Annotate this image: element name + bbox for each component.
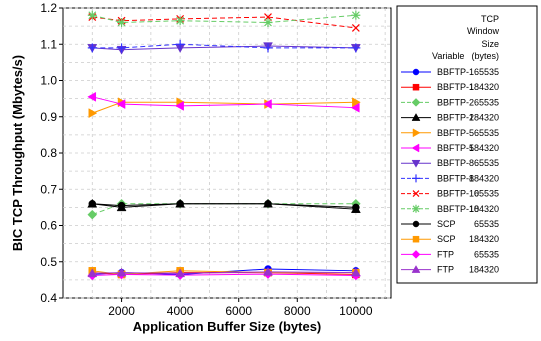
x-tick-label: 2000 [108, 304, 135, 318]
legend-window-label: 65535 [474, 219, 499, 229]
x-tick-label: 4000 [167, 304, 194, 318]
legend-window-label: 184320 [469, 265, 499, 275]
legend-window-label: 65535 [474, 97, 499, 107]
y-tick-label: 0.6 [40, 219, 57, 233]
legend-item: BBFTP-8184320 [401, 173, 499, 183]
y-tick-label: 0.9 [40, 110, 57, 124]
y-axis-label: BIC TCP Throughput (Mbytes/s) [10, 55, 25, 251]
legend-window-label: 184320 [469, 82, 499, 92]
legend-item: FTP 65535 [401, 249, 499, 259]
legend-header-size: Size [481, 39, 499, 49]
legend-window-label: 184320 [469, 173, 499, 183]
data-point-marker [352, 204, 359, 211]
legend-variable-label: FTP [437, 249, 454, 259]
legend-item: BBFTP-2 65535 [401, 97, 499, 107]
y-tick-label: 1.0 [40, 74, 57, 88]
legend-window-label: 184320 [469, 143, 499, 153]
data-point-marker [413, 236, 419, 242]
legend-variable-label: BBFTP-8 [437, 158, 474, 168]
data-point-marker [413, 84, 419, 90]
legend-variable-label: BBFTP-1 [437, 67, 474, 77]
x-tick-label: 6000 [225, 304, 252, 318]
legend-header-window: Window [467, 26, 500, 36]
legend-variable-label: BBFTP-5 [437, 128, 474, 138]
legend-window-label: 184320 [469, 234, 499, 244]
legend-window-label: 65535 [474, 189, 499, 199]
legend-variable-label: BBFTP-2 [437, 97, 474, 107]
legend-variable-label: SCP [437, 219, 456, 229]
y-tick-label: 0.5 [40, 255, 57, 269]
data-point-marker [265, 200, 272, 207]
data-point-marker [413, 221, 419, 227]
legend-header-variable: Variable [432, 51, 464, 61]
data-point-marker [264, 18, 273, 27]
legend-variable-label: SCP [437, 234, 456, 244]
x-tick-label: 10000 [339, 304, 373, 318]
data-point-marker [118, 202, 125, 209]
data-point-marker [413, 69, 419, 75]
legend-window-label: 65535 [474, 67, 499, 77]
legend-header-bytes: (bytes) [471, 51, 499, 61]
legend-window-label: 65535 [474, 249, 499, 259]
y-tick-label: 0.7 [40, 182, 57, 196]
legend-window-label: 184320 [469, 204, 499, 214]
x-tick-label: 8000 [284, 304, 311, 318]
y-tick-label: 1.1 [40, 37, 57, 51]
data-point-marker [412, 205, 420, 213]
y-tick-label: 0.4 [40, 291, 57, 305]
data-point-marker [89, 200, 96, 207]
y-tick-label: 1.2 [40, 1, 57, 15]
legend-window-label: 65535 [474, 158, 499, 168]
y-tick-label: 0.8 [40, 146, 57, 160]
legend-header-tcp: TCP [481, 14, 499, 24]
legend-item: BBFTP-10184320 [401, 204, 499, 214]
data-point-marker [351, 11, 360, 20]
data-point-marker [88, 11, 97, 20]
legend-window-label: 184320 [469, 113, 499, 123]
legend-variable-label: FTP [437, 265, 454, 275]
legend: TCP Window Size (bytes) Variable BBFTP-1… [397, 6, 537, 283]
data-point-marker [117, 18, 126, 27]
x-axis-label: Application Buffer Size (bytes) [133, 319, 322, 334]
legend-variable-label: BBFTP-10 [437, 189, 479, 199]
data-point-marker [176, 16, 185, 25]
legend-window-label: 65535 [474, 128, 499, 138]
data-point-marker [177, 200, 184, 207]
